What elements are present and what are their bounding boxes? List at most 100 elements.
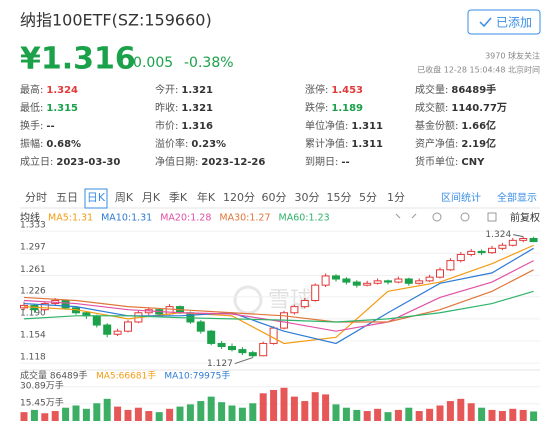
stat-value: 86489手 <box>451 83 496 96</box>
stat-label: 单位净值: <box>305 119 348 132</box>
stat-label: 基金份额: <box>415 119 458 132</box>
y-tick-label: 1.333 <box>20 221 46 231</box>
candle-body <box>436 269 444 278</box>
follow-button[interactable] <box>467 9 541 35</box>
stat-label: 振幅: <box>20 137 43 150</box>
stat-value: 1.189 <box>331 103 363 114</box>
candle-body <box>290 306 299 314</box>
candle-body <box>425 276 434 282</box>
stat-value: 1.321 <box>181 85 213 96</box>
volume-bar <box>280 387 288 421</box>
stat-label: 资产净值: <box>415 137 458 150</box>
volume-bar <box>259 393 267 421</box>
volume-bar <box>498 411 506 421</box>
volume-bar <box>478 407 486 421</box>
volume-bar <box>62 407 70 421</box>
tab[interactable]: 1分 <box>387 191 405 204</box>
volume-legend: MA5:66681手 <box>96 370 156 382</box>
tab[interactable]: 120分 <box>223 191 255 204</box>
tool-link[interactable]: 全部显示 <box>497 191 537 204</box>
stat-value: 1.315 <box>46 103 78 114</box>
candle-body <box>363 282 372 286</box>
adjust[interactable]: 前复权 <box>510 211 540 224</box>
stat-label: 货币单位: <box>415 155 458 168</box>
stat-value: 1.311 <box>351 121 383 132</box>
volume-bar <box>530 411 538 421</box>
tab[interactable]: 15分 <box>327 191 352 204</box>
y-tick-label: 1.190 <box>20 308 46 318</box>
candle-body <box>92 315 101 326</box>
candle-body <box>456 253 465 262</box>
y-tick-label: 1.226 <box>20 286 46 296</box>
candle-body <box>384 280 392 283</box>
y-tick-label: 1.297 <box>20 243 46 253</box>
stat-value: 2023-03-30 <box>56 157 120 168</box>
volume-bar <box>488 409 496 421</box>
stat-value: 2023-12-26 <box>201 157 265 168</box>
stat-value: 1.316 <box>181 121 213 132</box>
volume-tick-label: 15.45万手 <box>20 396 64 408</box>
volume-bar <box>103 398 111 421</box>
candle-body <box>488 247 496 254</box>
stat-label: 昨收: <box>155 101 178 114</box>
tab[interactable]: 季K <box>169 191 188 204</box>
stat-value: 1.321 <box>181 103 213 114</box>
candle-body <box>238 349 247 354</box>
tab[interactable]: 月K <box>142 191 161 204</box>
volume-bar <box>114 406 122 421</box>
candle-body <box>332 275 340 280</box>
stat-label: 成交量: <box>415 83 448 96</box>
change: -0.005 <box>128 55 173 71</box>
tab[interactable]: 五日 <box>56 191 78 204</box>
stat-value: 1.311 <box>351 139 383 150</box>
candle-body <box>124 321 132 332</box>
stat-label: 涨停: <box>305 83 328 96</box>
stat-label: 最高: <box>20 83 43 96</box>
volume-title: 成交量 86489手 <box>20 370 88 382</box>
tool-link[interactable]: 区间统计 <box>441 191 481 204</box>
candle-body <box>228 346 236 351</box>
tab[interactable]: 日K <box>87 191 106 204</box>
volume-bar <box>363 411 371 421</box>
tab[interactable]: 周K <box>115 191 134 204</box>
tab[interactable]: 60分 <box>262 191 287 204</box>
candle-body <box>529 238 538 243</box>
volume-bar <box>342 407 350 421</box>
candle-body <box>61 299 70 309</box>
volume-bar <box>176 406 184 421</box>
tab[interactable]: 分时 <box>25 191 47 204</box>
stat-value: -- <box>341 157 349 168</box>
chart-tools <box>395 212 497 222</box>
volume-bar <box>415 411 423 421</box>
tab[interactable]: 5分 <box>359 191 377 204</box>
volume-bar <box>238 407 246 421</box>
tab[interactable]: 年K <box>197 190 216 204</box>
button-label[interactable]: 已添加 <box>496 16 532 30</box>
annotation-leader <box>234 357 253 365</box>
volume-bar <box>124 409 132 421</box>
tab[interactable]: 30分 <box>295 191 320 204</box>
ma-line <box>23 290 534 323</box>
candle-body <box>446 260 455 271</box>
volume-bar <box>166 408 174 421</box>
volume-bar <box>374 408 382 421</box>
candle-body <box>415 280 424 284</box>
legend-entry: MA10:1.31 <box>101 213 152 224</box>
volume-bar <box>20 412 28 421</box>
volume-bar <box>384 412 392 421</box>
ma-line <box>23 269 534 323</box>
legend-entry: MA20:1.28 <box>160 213 211 224</box>
y-tick-label: 1.154 <box>20 330 46 340</box>
stat-value: 1.453 <box>331 85 363 96</box>
candle-body <box>113 330 122 335</box>
volume-bar <box>353 409 361 421</box>
candle-body <box>508 239 517 246</box>
candle-body <box>352 281 361 286</box>
status: 已收盘 12-28 15:04:48 北京时间 <box>417 65 540 75</box>
stat-label: 累计净值: <box>305 137 348 150</box>
candle-body <box>477 250 486 254</box>
volume-bar <box>301 401 309 421</box>
volume-bar <box>207 396 215 421</box>
candle-body <box>103 324 112 335</box>
volume-bar <box>30 409 38 421</box>
